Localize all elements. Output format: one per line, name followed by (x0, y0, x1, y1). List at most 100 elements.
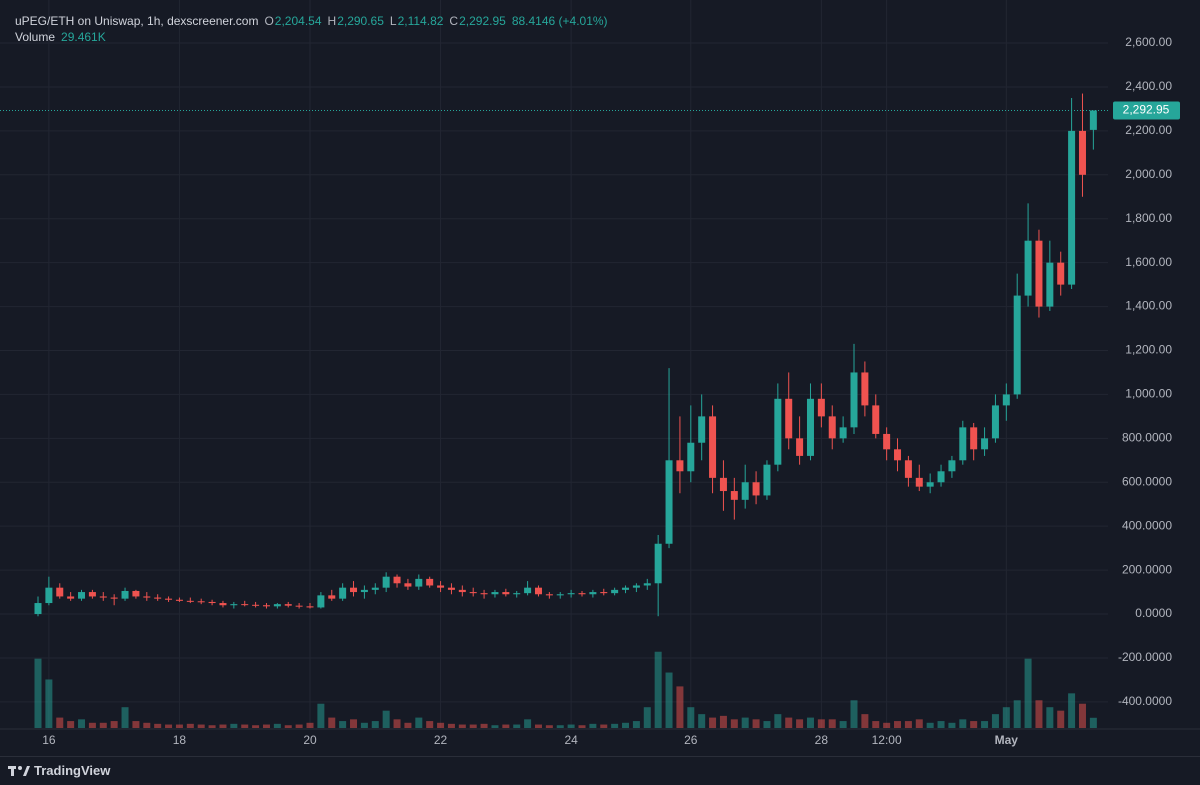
volume-bar (687, 707, 695, 728)
volume-bar (165, 724, 173, 728)
brand-logo (8, 766, 30, 776)
legend: uPEG/ETH on Uniswap, 1h, dexscreener.com… (15, 13, 608, 45)
candle-body (317, 595, 325, 608)
candle-body (676, 460, 684, 472)
candle-body (1089, 110, 1097, 130)
candle-body (730, 491, 738, 500)
candle-body (970, 427, 978, 450)
candle-body (861, 372, 869, 406)
volume-bar (622, 722, 630, 728)
candle-body (186, 600, 194, 602)
symbol: uPEG/ETH on Uniswap, 1h, dexscreener.com (15, 14, 259, 28)
volume-bar (99, 722, 107, 728)
volume-name: Volume (15, 30, 56, 44)
candle-body (306, 606, 314, 608)
candle-body (491, 592, 499, 595)
candle-body (67, 596, 75, 599)
volume-bar (991, 714, 999, 728)
y-tick-label: 0.0000 (1135, 606, 1172, 620)
volume-bar (698, 714, 706, 728)
x-tick-label: 18 (173, 733, 187, 747)
volume-bar (709, 717, 717, 728)
y-tick-label: 1,600.00 (1125, 255, 1172, 269)
volume-bar (719, 715, 727, 728)
y-tick-label: 2,000.00 (1125, 167, 1172, 181)
ohlc-value: 2,290.65 (337, 14, 384, 28)
candle-body (1046, 262, 1054, 307)
candle-body (447, 587, 455, 590)
candle-body (785, 398, 793, 439)
brand[interactable]: TradingView (34, 763, 111, 778)
candle-body (404, 583, 412, 587)
candle-body (709, 416, 717, 478)
candle-body (197, 601, 205, 603)
candle-body (1024, 240, 1032, 296)
candle-body (230, 604, 238, 606)
volume-bar (502, 724, 510, 728)
volume-bar (828, 719, 836, 728)
volume-bar (959, 719, 967, 728)
volume-bar (45, 679, 53, 728)
candle-body (534, 587, 542, 595)
volume-bar (306, 722, 314, 728)
volume-bar (371, 721, 379, 728)
volume-bar (1024, 658, 1032, 728)
x-tick-label: 24 (564, 733, 578, 747)
y-tick-label: -400.0000 (1118, 694, 1172, 708)
y-tick-label: 800.0000 (1122, 431, 1172, 445)
candle-body (121, 590, 129, 599)
candle-body (154, 597, 162, 599)
candle-body (839, 427, 847, 439)
candle-body (273, 604, 281, 607)
candle-body (556, 594, 564, 596)
volume-bar (1046, 707, 1054, 728)
candle-body (284, 604, 292, 606)
legend-volume-row: Volume 29.461K (15, 29, 608, 45)
y-tick-label: 2,600.00 (1125, 35, 1172, 49)
candle-body (1013, 295, 1021, 395)
ohlc-key: H (327, 14, 337, 28)
volume-bar (600, 724, 608, 728)
volume-bar (643, 707, 651, 728)
y-tick-label: 600.0000 (1122, 474, 1172, 488)
x-tick-label: 20 (303, 733, 317, 747)
plot-background (0, 0, 1200, 756)
candle-body (937, 471, 945, 483)
volume-bar (143, 722, 151, 728)
candle-body (208, 601, 216, 604)
candle-body (241, 604, 249, 606)
candle-body (371, 587, 379, 590)
ohlc-key: L (389, 14, 397, 28)
volume-bar (262, 724, 270, 728)
candle-body (894, 449, 902, 461)
candle-body (1035, 240, 1043, 307)
last-price-label: 2,292.95 (1123, 103, 1170, 117)
volume-bar (796, 719, 804, 728)
candle-body (502, 592, 510, 595)
candle-body (295, 605, 303, 607)
volume-bar (567, 724, 575, 728)
volume-bar (1035, 700, 1043, 728)
ohlc-key: C (449, 14, 459, 28)
candle-body (687, 442, 695, 472)
volume-bar (382, 710, 390, 728)
last-price-tag (1113, 101, 1180, 120)
volume-bar (1089, 717, 1097, 728)
x-tick-label: 26 (684, 733, 698, 747)
candle-body (991, 405, 999, 439)
candle-body (88, 592, 96, 597)
y-tick-label: 1,400.00 (1125, 299, 1172, 313)
volume-bar (904, 721, 912, 728)
volume-bar (1057, 710, 1065, 728)
y-tick-label: 1,000.00 (1125, 387, 1172, 401)
candle-body (426, 578, 434, 586)
volume-bar (589, 723, 597, 728)
candle-body (698, 416, 706, 443)
candle-body (883, 433, 891, 450)
volume-bar (970, 721, 978, 728)
volume-bar (730, 719, 738, 728)
x-tick-label: 28 (815, 733, 829, 747)
candle-body (78, 592, 86, 599)
volume-bar (545, 725, 553, 728)
volume-bar (894, 721, 902, 728)
